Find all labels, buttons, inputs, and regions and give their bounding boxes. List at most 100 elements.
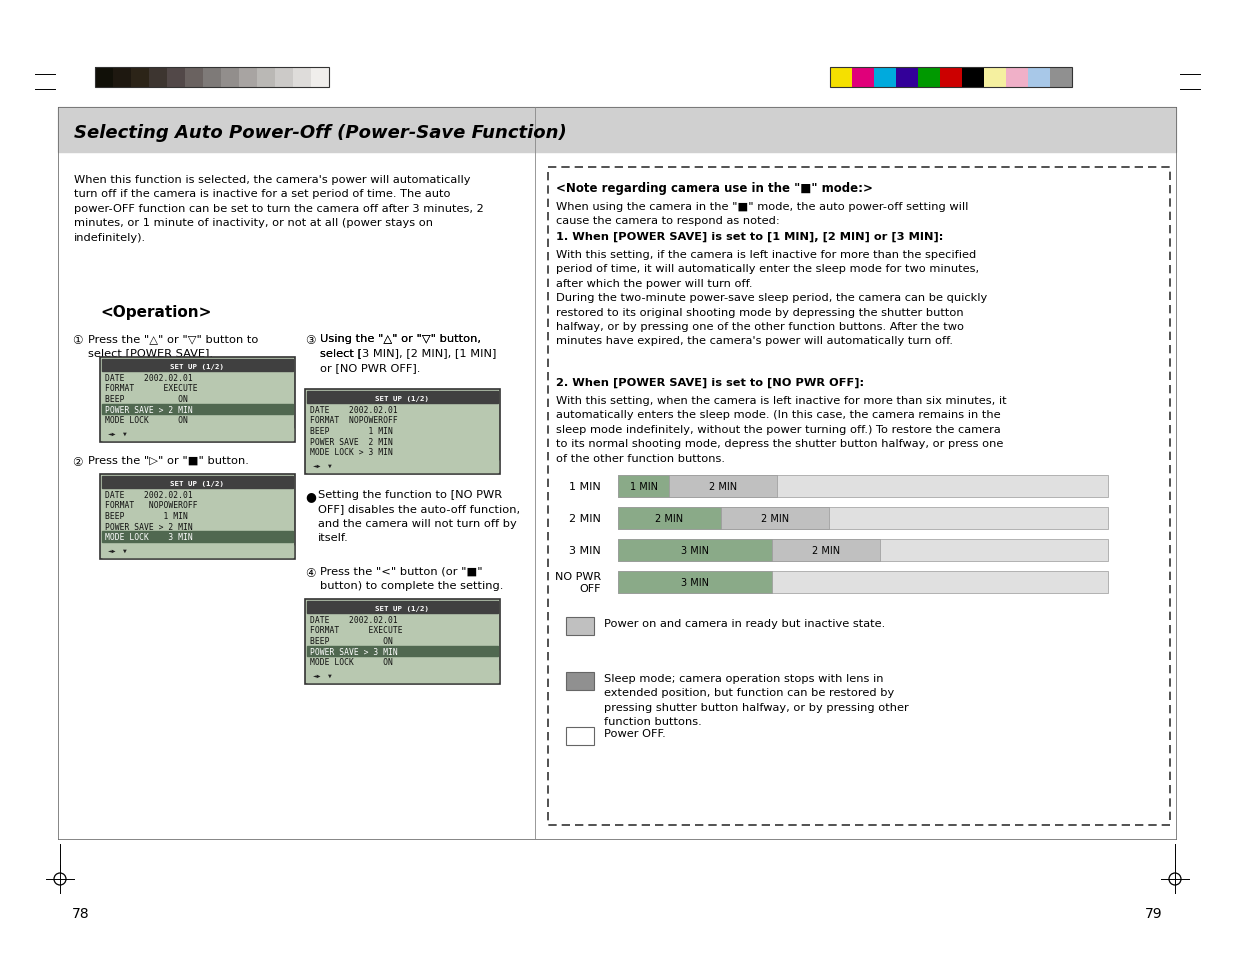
Text: 2 MIN: 2 MIN (709, 481, 737, 492)
Bar (103, 359, 293, 372)
Text: NO PWR
OFF: NO PWR OFF (555, 572, 601, 593)
Text: FORMAT   NOPOWEROFF: FORMAT NOPOWEROFF (105, 501, 198, 510)
Text: MODE LOCK      ON: MODE LOCK ON (310, 658, 393, 666)
Text: DATE    2002.02.01: DATE 2002.02.01 (310, 615, 398, 624)
Text: 2 MIN: 2 MIN (761, 514, 789, 523)
Bar (100, 475, 295, 559)
Bar (669, 476, 777, 497)
Bar (103, 476, 293, 489)
Bar (897, 68, 918, 88)
Text: FORMAT      EXECUTE: FORMAT EXECUTE (105, 384, 198, 393)
Text: ③: ③ (305, 334, 315, 347)
Bar (275, 68, 293, 88)
Text: DATE    2002.02.01: DATE 2002.02.01 (310, 405, 398, 415)
Bar (830, 68, 852, 88)
Text: ●: ● (305, 490, 316, 502)
Bar (1050, 68, 1072, 88)
Bar (293, 68, 311, 88)
Bar (308, 460, 498, 473)
Bar (548, 168, 1170, 825)
Text: POWER SAVE  2 MIN: POWER SAVE 2 MIN (310, 437, 393, 446)
Text: Using the "△" or "▽" button,
select [3 MIN], [2 MIN], [1 MIN]
or [NO PWR OFF].: Using the "△" or "▽" button, select [3 M… (320, 334, 496, 373)
Text: <Operation>: <Operation> (100, 305, 211, 319)
Bar (311, 68, 329, 88)
Text: BEEP        1 MIN: BEEP 1 MIN (105, 512, 188, 520)
Bar (112, 68, 131, 88)
Text: ◄▶  ▼: ◄▶ ▼ (312, 673, 332, 678)
Bar (962, 68, 984, 88)
Bar (874, 68, 897, 88)
Text: With this setting, if the camera is left inactive for more than the specified
pe: With this setting, if the camera is left… (556, 250, 987, 346)
Bar (308, 601, 498, 614)
Text: 2 MIN: 2 MIN (569, 514, 601, 523)
Bar (240, 68, 257, 88)
Bar (185, 68, 203, 88)
Bar (257, 68, 275, 88)
Text: ①: ① (72, 334, 83, 347)
Bar (305, 390, 500, 475)
Text: Power OFF.: Power OFF. (604, 728, 666, 739)
Text: FORMAT  NOPOWEROFF: FORMAT NOPOWEROFF (310, 416, 398, 425)
Text: ◄▶  ▼: ◄▶ ▼ (107, 431, 127, 436)
Bar (308, 392, 498, 403)
Text: 1. When [POWER SAVE] is set to [1 MIN], [2 MIN] or [3 MIN]:: 1. When [POWER SAVE] is set to [1 MIN], … (556, 232, 944, 242)
Bar (772, 539, 881, 561)
Bar (830, 68, 1072, 88)
Bar (566, 672, 594, 690)
Text: With this setting, when the camera is left inactive for more than six minutes, i: With this setting, when the camera is le… (556, 395, 1007, 463)
Text: DATE    2002.02.01: DATE 2002.02.01 (105, 374, 193, 382)
Bar (103, 532, 293, 542)
Text: BEEP           ON: BEEP ON (105, 395, 188, 403)
Text: DATE    2002.02.01: DATE 2002.02.01 (105, 490, 193, 499)
Text: SET UP (1/2): SET UP (1/2) (170, 480, 224, 486)
Text: FORMAT      EXECUTE: FORMAT EXECUTE (310, 626, 403, 635)
Bar (308, 646, 498, 657)
Bar (103, 429, 293, 440)
Bar (618, 539, 772, 561)
Bar (618, 507, 1108, 530)
Bar (305, 599, 500, 684)
Text: ◄▶  ▼: ◄▶ ▼ (312, 463, 332, 468)
Text: Selecting Auto Power-Off (Power-Save Function): Selecting Auto Power-Off (Power-Save Fun… (74, 124, 567, 142)
Text: BEEP        1 MIN: BEEP 1 MIN (310, 427, 393, 436)
Text: POWER SAVE > 2 MIN: POWER SAVE > 2 MIN (105, 522, 193, 531)
Text: 79: 79 (1145, 906, 1163, 920)
Text: 3 MIN: 3 MIN (569, 545, 601, 556)
Text: Setting the function to [NO PWR
OFF] disables the auto-off function,
and the cam: Setting the function to [NO PWR OFF] dis… (317, 490, 520, 542)
Bar (167, 68, 185, 88)
Text: Press the "▷" or "■" button.: Press the "▷" or "■" button. (88, 456, 249, 465)
Text: Press the "△" or "▽" button to
select [POWER SAVE].: Press the "△" or "▽" button to select [P… (88, 334, 258, 358)
Text: 1 MIN: 1 MIN (569, 481, 601, 492)
Text: POWER SAVE > 3 MIN: POWER SAVE > 3 MIN (310, 647, 398, 656)
Text: ②: ② (72, 456, 83, 469)
Bar (618, 539, 1108, 561)
Text: POWER SAVE > 2 MIN: POWER SAVE > 2 MIN (105, 405, 193, 415)
Bar (1028, 68, 1050, 88)
Text: When this function is selected, the camera's power will automatically
turn off i: When this function is selected, the came… (74, 174, 484, 242)
Bar (100, 357, 295, 442)
Bar (618, 507, 721, 530)
Text: 3 MIN: 3 MIN (682, 545, 709, 556)
Bar (984, 68, 1007, 88)
Text: ④: ④ (305, 566, 315, 579)
Bar (95, 68, 329, 88)
Text: Using the "△" or "▽" button,
select [: Using the "△" or "▽" button, select [ (320, 334, 480, 358)
Text: MODE LOCK      ON: MODE LOCK ON (105, 416, 188, 425)
Bar (131, 68, 149, 88)
Bar (618, 476, 669, 497)
Bar (721, 507, 829, 530)
Text: MODE LOCK    3 MIN: MODE LOCK 3 MIN (105, 533, 193, 541)
Text: SET UP (1/2): SET UP (1/2) (375, 395, 429, 401)
Text: 3 MIN: 3 MIN (682, 578, 709, 587)
Text: 2 MIN: 2 MIN (813, 545, 840, 556)
Bar (918, 68, 940, 88)
Text: MODE LOCK > 3 MIN: MODE LOCK > 3 MIN (310, 448, 393, 456)
Bar (1007, 68, 1028, 88)
Bar (103, 545, 293, 558)
Text: 78: 78 (72, 906, 90, 920)
Text: SET UP (1/2): SET UP (1/2) (375, 605, 429, 612)
Bar (566, 727, 594, 745)
Bar (149, 68, 167, 88)
Bar (618, 572, 772, 594)
Bar (618, 476, 1108, 497)
